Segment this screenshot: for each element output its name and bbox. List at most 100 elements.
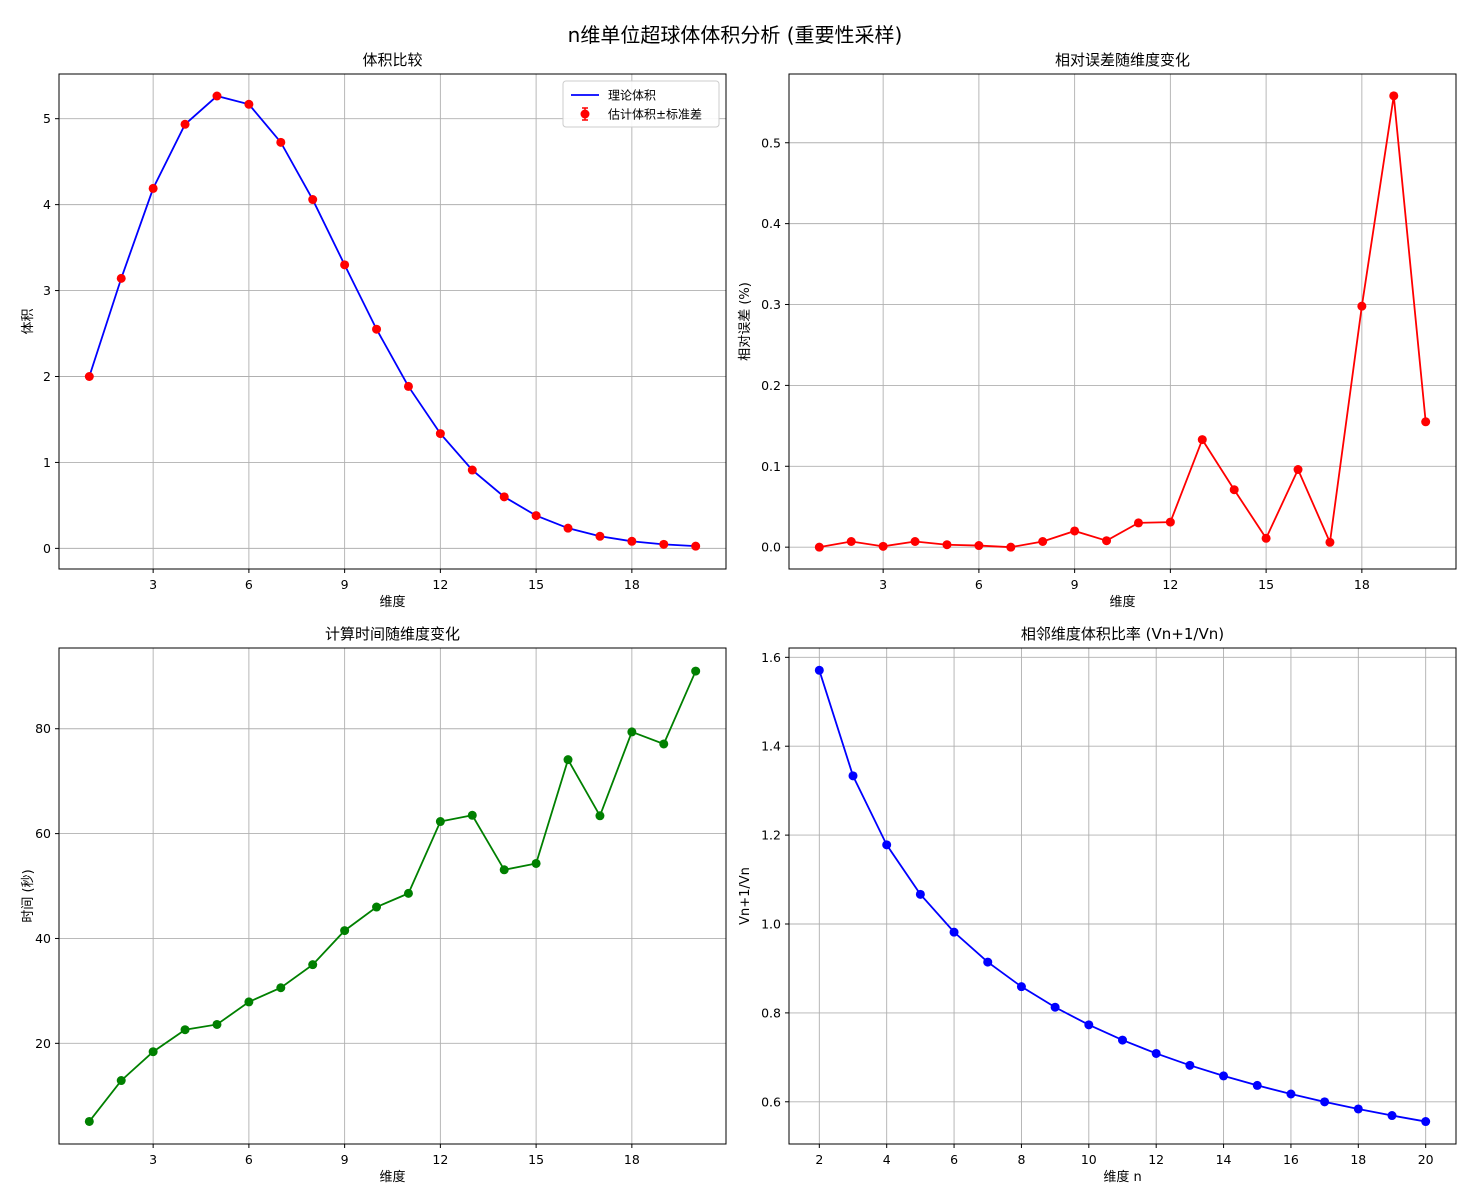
data-point — [1133, 518, 1143, 528]
data-point — [531, 511, 541, 521]
x-axis-label: 维度 — [379, 1169, 405, 1185]
figure-title: n维单位超球体体积分析 (重要性采样) — [568, 23, 903, 47]
x-tick-label: 16 — [1283, 1152, 1299, 1167]
data-point — [1229, 485, 1239, 495]
data-point — [1320, 1097, 1330, 1107]
data-point — [846, 537, 856, 546]
y-tick-label: 60 — [35, 826, 51, 841]
plot-frame — [58, 647, 727, 1145]
x-tick-label: 12 — [432, 577, 448, 592]
data-point — [244, 997, 254, 1007]
data-point — [1151, 1048, 1161, 1058]
y-tick-label: 80 — [35, 721, 51, 736]
legend-label: 理论体积 — [608, 89, 656, 103]
x-tick-label: 6 — [245, 1152, 253, 1167]
data-point — [148, 1047, 158, 1057]
data-point — [1357, 301, 1367, 311]
data-point — [1006, 542, 1016, 552]
y-tick-label: 1.6 — [761, 650, 781, 665]
y-tick-label: 2 — [43, 369, 51, 384]
data-point — [372, 324, 382, 334]
data-point — [691, 666, 701, 676]
data-point — [340, 926, 350, 936]
data-point — [1084, 1020, 1094, 1030]
data-point — [1050, 1002, 1060, 1012]
data-point — [340, 260, 350, 270]
data-point — [116, 273, 126, 283]
data-point — [276, 983, 286, 993]
data-point — [499, 492, 509, 502]
data-point — [1252, 1080, 1262, 1090]
y-tick-label: 20 — [35, 1036, 51, 1051]
x-tick-label: 10 — [1081, 1152, 1097, 1167]
x-tick-label: 12 — [1162, 577, 1178, 592]
x-tick-label: 6 — [950, 1152, 958, 1167]
data-point — [467, 465, 477, 475]
y-tick-label: 1.4 — [761, 739, 781, 754]
subplot-4: 2 4 6 8 10 12 14 16 18 20 0.6 0.8 1.0 1.2 1.4 1.6 相邻维度体积… — [738, 625, 1457, 1185]
subplot-title: 相邻维度体积比率 (Vn+1/Vn) — [1021, 625, 1224, 643]
y-tick-label: 4 — [43, 197, 51, 212]
data-point — [499, 865, 509, 875]
x-tick-label: 3 — [879, 577, 887, 592]
x-tick-label: 18 — [1350, 1152, 1366, 1167]
y-tick-label: 1.2 — [761, 828, 781, 843]
x-tick-label: 18 — [624, 577, 640, 592]
x-tick-label: 12 — [432, 1152, 448, 1167]
legend-label: 估计体积±标准差 — [608, 108, 702, 122]
data-point — [1286, 1089, 1296, 1099]
series-line — [88, 670, 697, 1123]
data-point — [244, 99, 254, 109]
series-line — [818, 670, 1426, 1123]
x-tick-label: 6 — [245, 577, 253, 592]
data-point — [180, 1025, 190, 1035]
data-point — [435, 817, 445, 827]
data-point — [1185, 1060, 1195, 1070]
x-tick-label: 15 — [528, 577, 544, 592]
y-tick-label: 0.3 — [761, 297, 781, 312]
data-point — [1421, 1117, 1431, 1127]
x-tick-label: 14 — [1216, 1152, 1232, 1167]
data-point — [627, 536, 637, 546]
y-axis-label: 时间 (秒) — [21, 869, 36, 922]
x-tick-label: 15 — [528, 1152, 544, 1167]
x-tick-label: 15 — [1258, 577, 1274, 592]
data-point — [910, 537, 920, 546]
data-point — [212, 91, 222, 101]
data-point — [435, 429, 445, 439]
y-axis-label: 相对误差 (%) — [738, 282, 753, 361]
x-tick-label: 3 — [149, 1152, 157, 1167]
data-point — [1070, 526, 1080, 536]
x-tick-label: 12 — [1148, 1152, 1164, 1167]
y-tick-label: 0.5 — [761, 135, 781, 150]
y-tick-label: 0 — [43, 541, 51, 556]
subplot-title: 体积比较 — [362, 51, 422, 69]
data-point — [308, 195, 318, 205]
data-point — [814, 665, 824, 675]
data-point — [276, 137, 286, 147]
data-point — [308, 960, 318, 970]
y-tick-label: 0.6 — [761, 1094, 781, 1109]
data-point — [915, 889, 925, 899]
legend-box — [562, 80, 720, 128]
data-point — [1038, 537, 1048, 546]
data-point — [627, 727, 637, 737]
data-point — [1389, 91, 1399, 101]
data-point — [467, 810, 477, 820]
data-point — [659, 539, 669, 549]
x-tick-label: 8 — [1017, 1152, 1025, 1167]
data-point — [848, 771, 858, 781]
y-axis-label: Vn+1/Vn — [738, 867, 753, 925]
data-point — [212, 1019, 222, 1029]
x-tick-label: 9 — [341, 577, 349, 592]
data-point — [595, 531, 605, 541]
x-tick-label: 2 — [815, 1152, 823, 1167]
data-point — [563, 523, 573, 533]
x-axis-label: 维度 — [1109, 594, 1135, 610]
x-tick-label: 18 — [624, 1152, 640, 1167]
x-axis-label: 维度 n — [1103, 1169, 1141, 1185]
y-axis-label: 体积 — [21, 308, 36, 334]
data-point — [531, 858, 541, 868]
data-point — [1353, 1104, 1363, 1114]
